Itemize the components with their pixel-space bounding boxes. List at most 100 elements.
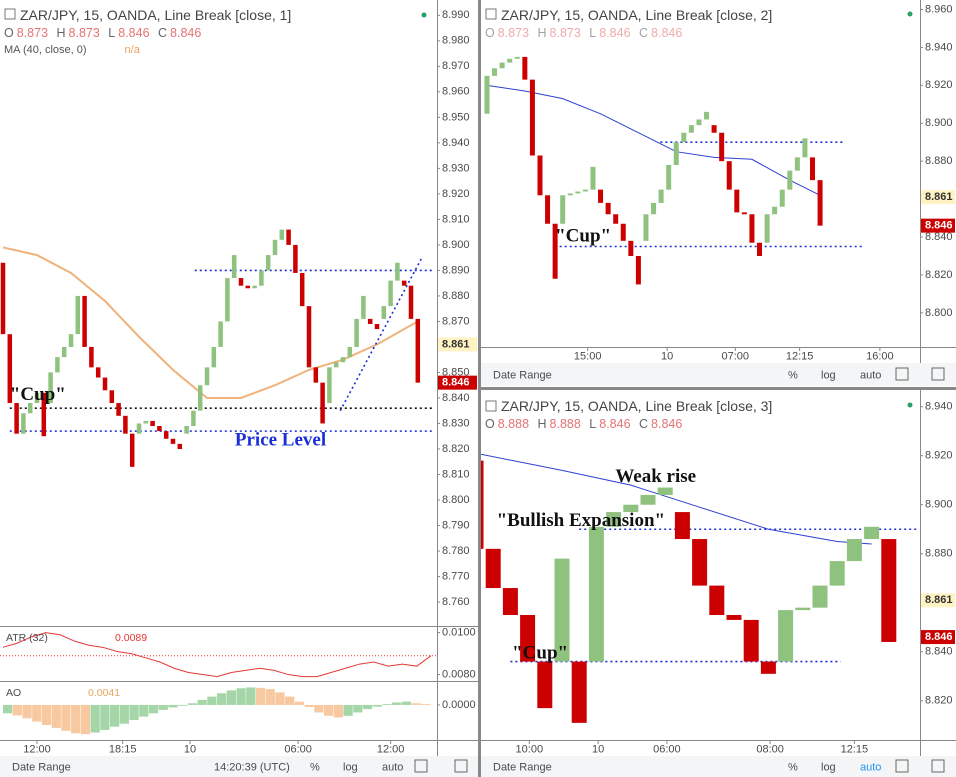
menu-icon[interactable] — [4, 8, 16, 20]
auto-toggle[interactable]: auto — [382, 761, 403, 773]
brick — [401, 280, 407, 286]
brick — [41, 392, 47, 437]
fullscreen-icon[interactable] — [931, 367, 945, 381]
brick — [313, 367, 319, 383]
y-tick-label: 8.820 — [925, 695, 953, 707]
status-dot — [421, 12, 427, 18]
brick — [286, 229, 291, 245]
brick — [231, 255, 237, 279]
y-tick-label: 8.820 — [925, 269, 953, 281]
price-marker — [921, 593, 955, 608]
brick — [374, 323, 380, 330]
brick — [588, 526, 604, 662]
y-tick-label: 8.900 — [442, 239, 470, 251]
log-toggle[interactable]: log — [821, 761, 836, 773]
histogram-bar — [265, 689, 275, 705]
brick — [265, 255, 271, 271]
brick — [218, 321, 223, 347]
indicator-name: ATR (32) — [6, 632, 48, 644]
log-toggle[interactable]: log — [343, 761, 358, 773]
brick — [545, 195, 551, 224]
y-tick-label: 8.770 — [442, 570, 470, 582]
brick — [812, 585, 828, 608]
y-tick-label: 8.890 — [442, 264, 470, 276]
annotation: "Bullish Expansion" — [497, 510, 665, 531]
brick — [102, 377, 108, 391]
brick — [381, 306, 387, 319]
y-tick-label: 8.830 — [442, 417, 470, 429]
x-tick-label: 16:00 — [866, 350, 894, 362]
settings-icon[interactable] — [895, 367, 909, 381]
brick — [333, 362, 339, 368]
ohlc-value: 8.846 — [651, 417, 683, 431]
auto-toggle[interactable]: auto — [860, 761, 881, 773]
indicator-name: AO — [6, 687, 21, 699]
percent-toggle[interactable]: % — [788, 761, 798, 773]
brick — [704, 111, 710, 120]
histogram-bar — [226, 690, 236, 705]
brick — [696, 119, 702, 126]
brick — [492, 68, 498, 76]
settings-icon[interactable] — [895, 759, 909, 773]
brick — [272, 239, 278, 256]
x-tick-label: 12:15 — [786, 350, 814, 362]
ma-name: MA (40, close, 0) — [4, 44, 87, 56]
brick — [620, 223, 626, 241]
annotation: "Cup" — [555, 225, 611, 246]
histogram-bar — [285, 696, 295, 705]
brick — [605, 202, 611, 215]
date-range[interactable]: Date Range — [12, 761, 71, 773]
histogram-bar — [80, 704, 91, 735]
legend: ZAR/JPY, 15, OANDA, Line Break [close, 2… — [485, 7, 772, 42]
price-marker-label: 8.861 — [442, 338, 470, 350]
ma-line — [486, 84, 821, 196]
brick — [787, 170, 793, 190]
y-tick-label: 8.900 — [925, 117, 953, 129]
brick — [794, 157, 800, 171]
y-tick-label: 8.980 — [442, 35, 470, 47]
histogram-bar — [275, 692, 285, 705]
percent-toggle[interactable]: % — [788, 369, 798, 381]
y-tick-label: 8.900 — [925, 499, 953, 511]
brick — [184, 426, 189, 434]
date-range[interactable]: Date Range — [493, 369, 552, 381]
histogram-bar — [158, 704, 168, 710]
brick — [481, 460, 484, 549]
y-tick-label: 0.0080 — [442, 668, 476, 680]
ohlc-label: O — [485, 417, 495, 431]
y-tick-label: 8.920 — [925, 450, 953, 462]
log-toggle[interactable]: log — [821, 369, 836, 381]
x-tick-label: 08:00 — [756, 743, 784, 755]
brick — [347, 346, 353, 358]
histogram-bar — [197, 699, 207, 705]
auto-toggle[interactable]: auto — [860, 369, 881, 381]
ohlc-value: 8.846 — [599, 417, 631, 431]
brick — [529, 79, 535, 156]
x-tick-label: 06:00 — [653, 743, 681, 755]
brick — [681, 132, 687, 143]
indicator-line — [2, 632, 432, 678]
ohlc-label: L — [589, 26, 597, 40]
x-tick-label: 06:00 — [284, 743, 312, 755]
fullscreen-icon[interactable] — [931, 759, 945, 773]
ohlc-value: 8.846 — [599, 26, 631, 40]
menu-icon[interactable] — [485, 8, 497, 20]
settings-icon[interactable] — [414, 759, 428, 773]
brick — [666, 164, 672, 190]
y-tick-label: 8.780 — [442, 545, 470, 557]
date-range[interactable]: Date Range — [493, 761, 552, 773]
brick — [197, 385, 203, 411]
menu-icon[interactable] — [485, 400, 497, 412]
y-tick-label: 8.880 — [925, 548, 953, 560]
brick — [238, 278, 244, 286]
x-tick-label: 12:00 — [23, 743, 51, 755]
brick — [225, 278, 230, 322]
toolbar-bg — [0, 756, 478, 777]
fullscreen-icon[interactable] — [454, 759, 468, 773]
brick — [651, 202, 657, 215]
brick — [21, 413, 26, 434]
brick — [760, 661, 776, 674]
percent-toggle[interactable]: % — [310, 761, 320, 773]
y-tick-label: 0.0100 — [442, 627, 476, 639]
brick — [48, 372, 53, 404]
